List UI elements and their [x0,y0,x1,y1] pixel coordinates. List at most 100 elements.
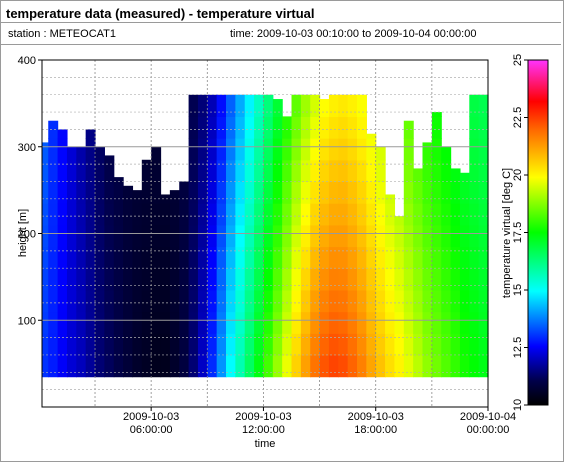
heatmap-cell [188,116,199,139]
heatmap-cell [57,311,68,334]
heatmap-cell [207,311,218,334]
heatmap-cell [459,172,470,183]
heatmap-cell [422,246,433,269]
heatmap-cell [272,333,283,356]
heatmap-cell [328,311,339,334]
heatmap-cell [394,289,405,313]
heatmap-cell [85,354,96,378]
heatmap-cell [254,116,265,139]
heatmap-cell [310,224,321,248]
heatmap-cell [113,203,124,226]
heatmap-cell [48,311,59,334]
header-divider-lower [1,44,561,45]
heatmap-cell [282,333,293,356]
heatmap-cell [235,289,246,313]
heatmap-cell [385,224,396,248]
heatmap-cell [76,246,87,269]
heatmap-cell [347,116,358,139]
heatmap-cell [188,354,199,378]
heatmap-cell [431,224,442,248]
heatmap-cell [123,246,134,269]
y-tick-label: 200 [18,229,36,241]
heatmap-cell [422,224,433,248]
heatmap-cell [141,333,152,356]
heatmap-cell [291,333,302,356]
heatmap-cell [226,159,236,183]
heatmap-cell [66,146,77,161]
heatmap-cell [413,289,424,313]
heatmap-cell [48,224,59,248]
heatmap-cell [282,311,293,334]
heatmap-cell [263,268,274,291]
heatmap-cell [169,224,180,248]
heatmap-cell [216,224,227,248]
heatmap-cell [441,203,452,226]
heatmap-cell [235,354,246,378]
heatmap-cell [254,354,265,378]
heatmap-cell [319,203,330,226]
heatmap-cell [403,181,414,204]
heatmap-cell [357,159,367,183]
heatmap-cell [375,333,386,356]
heatmap-cell [188,203,199,226]
heatmap-cell [272,203,283,226]
heatmap-cell [263,246,274,269]
y-tick-label: 100 [18,315,36,327]
heatmap-cell [375,146,386,161]
heatmap-cell [42,142,49,161]
heatmap-cell [263,181,274,204]
heatmap-cell [197,203,208,226]
heatmap-cell [347,268,358,291]
heatmap-cell [478,224,489,248]
heatmap-cell [42,224,49,248]
heatmap-cell [85,138,96,161]
colorbar-tick-label: 20 [512,169,524,181]
heatmap-cell [319,246,330,269]
heatmap-cell [422,203,433,226]
colorbar-tick-label: 22.5 [512,107,524,128]
heatmap-cell [347,138,358,161]
heatmap-cell [76,181,87,204]
heatmap-cell [422,181,433,204]
heatmap-cell [282,268,293,291]
heatmap-cell [357,224,367,248]
heatmap-cell [450,181,461,204]
heatmap-cell [95,181,105,204]
heatmap-cell [338,333,349,356]
colorbar-tick-label: 25 [512,54,524,66]
heatmap-cell [272,224,283,248]
heatmap-cell [272,181,283,204]
heatmap-cell [413,246,424,269]
heatmap-cell [357,203,367,226]
heatmap-cell [42,203,49,226]
heatmap-cell [48,333,59,356]
heatmap-cell [300,224,311,248]
heatmap-cell [422,142,433,161]
heatmap-cell [179,224,190,248]
time-range-label: time: 2009-10-03 00:10:00 to 2009-10-04 … [230,28,477,40]
heatmap-cell [431,159,442,183]
colorbar-label: temperature virtual [deg C] [501,168,513,298]
axes: 1002003004002009-10-0306:00:002009-10-03… [18,55,517,436]
heatmap-cell [235,116,246,139]
heatmap-cell [272,289,283,313]
heatmap-cell [235,333,246,356]
heatmap-cell [319,181,330,204]
heatmap-cell [76,224,87,248]
heatmap-cell [57,159,68,183]
heatmap-cell [141,181,152,204]
heatmap-cell [76,146,87,161]
heatmap-cell [431,289,442,313]
heatmap-cell [338,116,349,139]
heatmap-cell [48,159,59,183]
heatmap-cell [385,289,396,313]
heatmap-cell [469,203,480,226]
heatmap-cell [244,203,255,226]
heatmap-cell [469,333,480,356]
heatmap-cell [235,268,246,291]
heatmap-cell [478,268,489,291]
heatmap-cell [291,181,302,204]
heatmap-cell [57,224,68,248]
heatmap-cell [151,159,162,183]
heatmap-cell [141,159,152,183]
